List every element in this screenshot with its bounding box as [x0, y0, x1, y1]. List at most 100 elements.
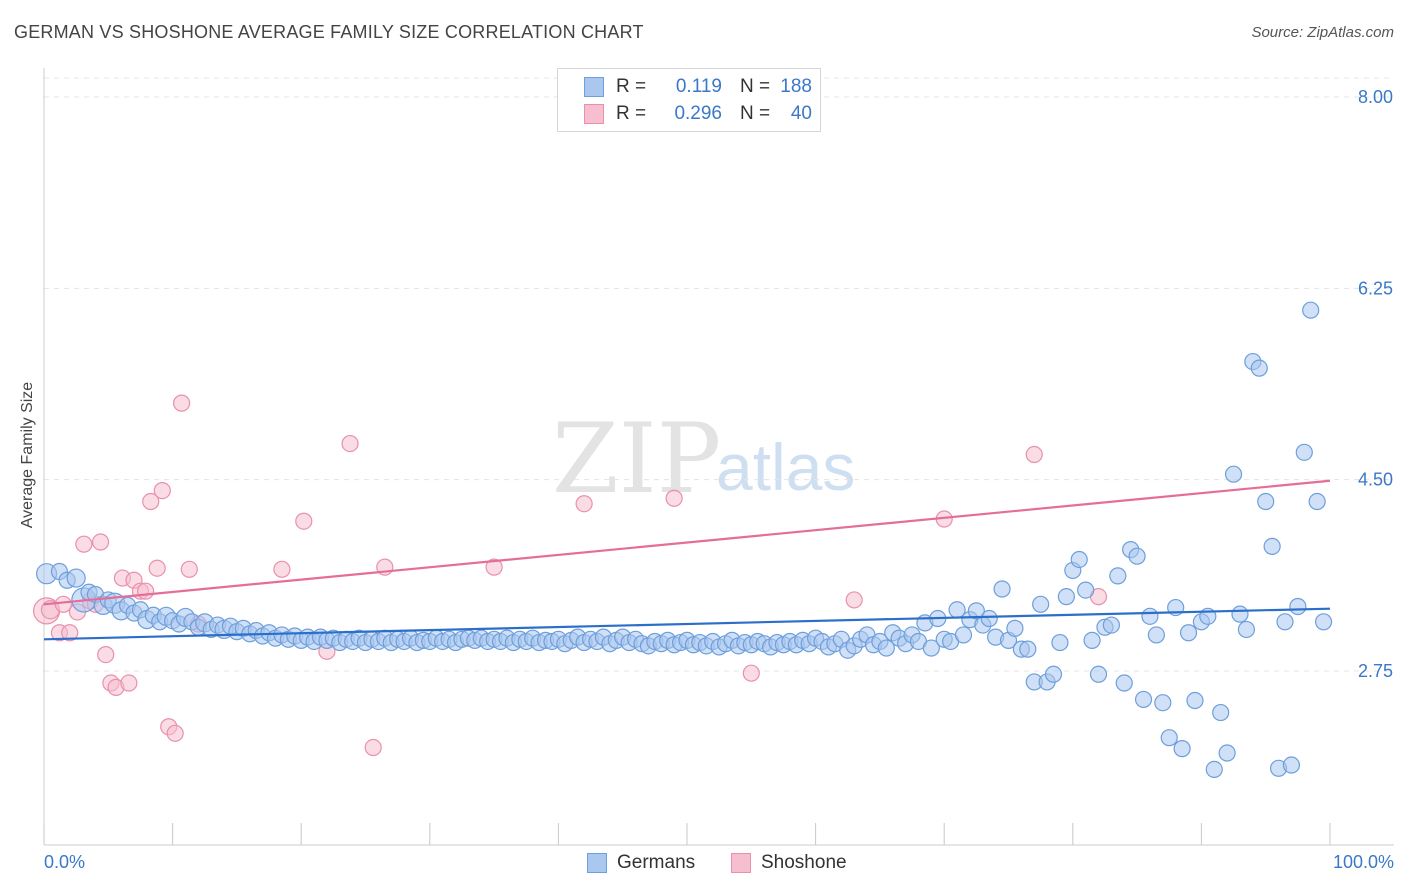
german-point	[1314, 613, 1333, 631]
german-point	[1302, 301, 1320, 319]
shoshone-legend-label: Shoshone	[761, 852, 847, 873]
shoshone-point	[120, 674, 138, 692]
german-point	[1263, 537, 1281, 555]
german-swatch	[584, 77, 604, 97]
shoshone-point	[665, 489, 683, 507]
german-point	[1250, 359, 1268, 377]
legend-row-german: R = 0.119 N = 188	[584, 74, 812, 100]
german-points	[35, 301, 1333, 779]
watermark-atlas: atlas	[716, 430, 855, 504]
german-point	[1077, 581, 1095, 599]
shoshone-point	[364, 738, 382, 757]
german-point	[1276, 613, 1294, 631]
german-point	[1295, 443, 1313, 461]
german-trend-line	[43, 607, 1331, 641]
shoshone-point	[148, 559, 166, 577]
correlation-legend: R = 0.119 N = 188 R = 0.296 N = 40	[557, 68, 821, 132]
german-point	[1257, 492, 1275, 511]
german-point	[1032, 595, 1050, 613]
watermark-zip: ZIP	[552, 403, 721, 515]
german-legend-label: Germans	[617, 852, 696, 873]
shoshone-point	[97, 645, 115, 664]
shoshone-point	[166, 724, 184, 742]
trend-lines	[43, 479, 1331, 641]
german-point	[1237, 620, 1256, 639]
y-tick-labels: 2.75 4.50 6.25 8.00	[1358, 87, 1393, 681]
shoshone-point	[575, 495, 593, 513]
german-point	[1231, 605, 1249, 623]
german-point	[967, 602, 985, 620]
legend-row-shoshone: R = 0.296 N = 40	[584, 101, 812, 127]
german-point	[1083, 631, 1101, 649]
german-point	[993, 580, 1011, 598]
german-n-value: 188	[780, 76, 812, 97]
german-point	[1308, 492, 1326, 511]
german-point	[1070, 550, 1088, 569]
german-point	[1212, 703, 1230, 722]
shoshone-point	[75, 535, 93, 553]
x-tick-label-max: 100.0%	[1332, 852, 1394, 872]
shoshone-point	[845, 591, 863, 609]
shoshone-point	[273, 560, 291, 578]
shoshone-point	[142, 492, 160, 511]
german-point	[1057, 588, 1075, 606]
german-point	[1147, 626, 1165, 644]
bottom-legend-shoshone: Shoshone	[731, 852, 847, 874]
shoshone-points	[32, 394, 1108, 757]
shoshone-legend-swatch	[731, 853, 751, 873]
shoshone-swatch	[584, 104, 604, 124]
shoshone-point	[91, 533, 110, 551]
shoshone-point	[295, 512, 313, 530]
german-point	[1224, 465, 1243, 483]
german-point	[1134, 690, 1153, 709]
shoshone-point	[1025, 445, 1043, 464]
german-point	[1051, 633, 1069, 652]
shoshone-n-value: 40	[790, 103, 812, 124]
german-point	[1205, 760, 1223, 779]
shoshone-n-label: N =	[740, 103, 771, 124]
german-point	[922, 639, 940, 657]
german-point	[954, 626, 973, 644]
german-point	[1179, 624, 1198, 642]
german-point	[1141, 607, 1159, 625]
bottom-legend-german: Germans	[587, 852, 695, 874]
german-point	[1115, 674, 1133, 692]
shoshone-point	[742, 664, 760, 682]
chart-title: GERMAN VS SHOSHONE AVERAGE FAMILY SIZE C…	[14, 22, 644, 42]
german-point	[1218, 744, 1236, 762]
german-point	[66, 568, 86, 588]
shoshone-point	[61, 624, 79, 642]
y-tick-label: 4.50	[1358, 470, 1393, 490]
shoshone-point	[54, 595, 72, 613]
german-point	[1109, 567, 1127, 585]
x-tick-label-min: 0.0%	[44, 852, 86, 872]
shoshone-point	[136, 582, 155, 600]
german-point	[1128, 547, 1146, 565]
german-point	[1282, 756, 1301, 774]
german-point	[1006, 619, 1024, 637]
shoshone-r-label: R =	[616, 103, 647, 124]
shoshone-point	[485, 558, 503, 576]
german-point	[1089, 665, 1108, 683]
german-point	[1154, 694, 1172, 712]
german-point	[1102, 616, 1120, 634]
german-r-value: 0.119	[675, 76, 722, 97]
shoshone-point	[180, 560, 198, 578]
axes	[43, 68, 1394, 846]
german-n-label: N =	[740, 76, 771, 97]
y-tick-label: 6.25	[1358, 278, 1393, 298]
shoshone-point	[173, 394, 191, 412]
german-point	[1160, 729, 1178, 747]
shoshone-r-value: 0.296	[674, 103, 722, 124]
shoshone-point	[153, 482, 171, 500]
german-point	[1173, 740, 1191, 758]
shoshone-trend-line	[43, 479, 1331, 606]
german-point	[1186, 691, 1204, 710]
source-note: Source: ZipAtlas.com	[1251, 24, 1394, 41]
german-r-label: R =	[616, 76, 647, 97]
grid-lines	[44, 77, 1394, 672]
shoshone-point	[341, 434, 359, 453]
german-legend-swatch	[587, 853, 607, 873]
german-point	[1019, 640, 1037, 658]
